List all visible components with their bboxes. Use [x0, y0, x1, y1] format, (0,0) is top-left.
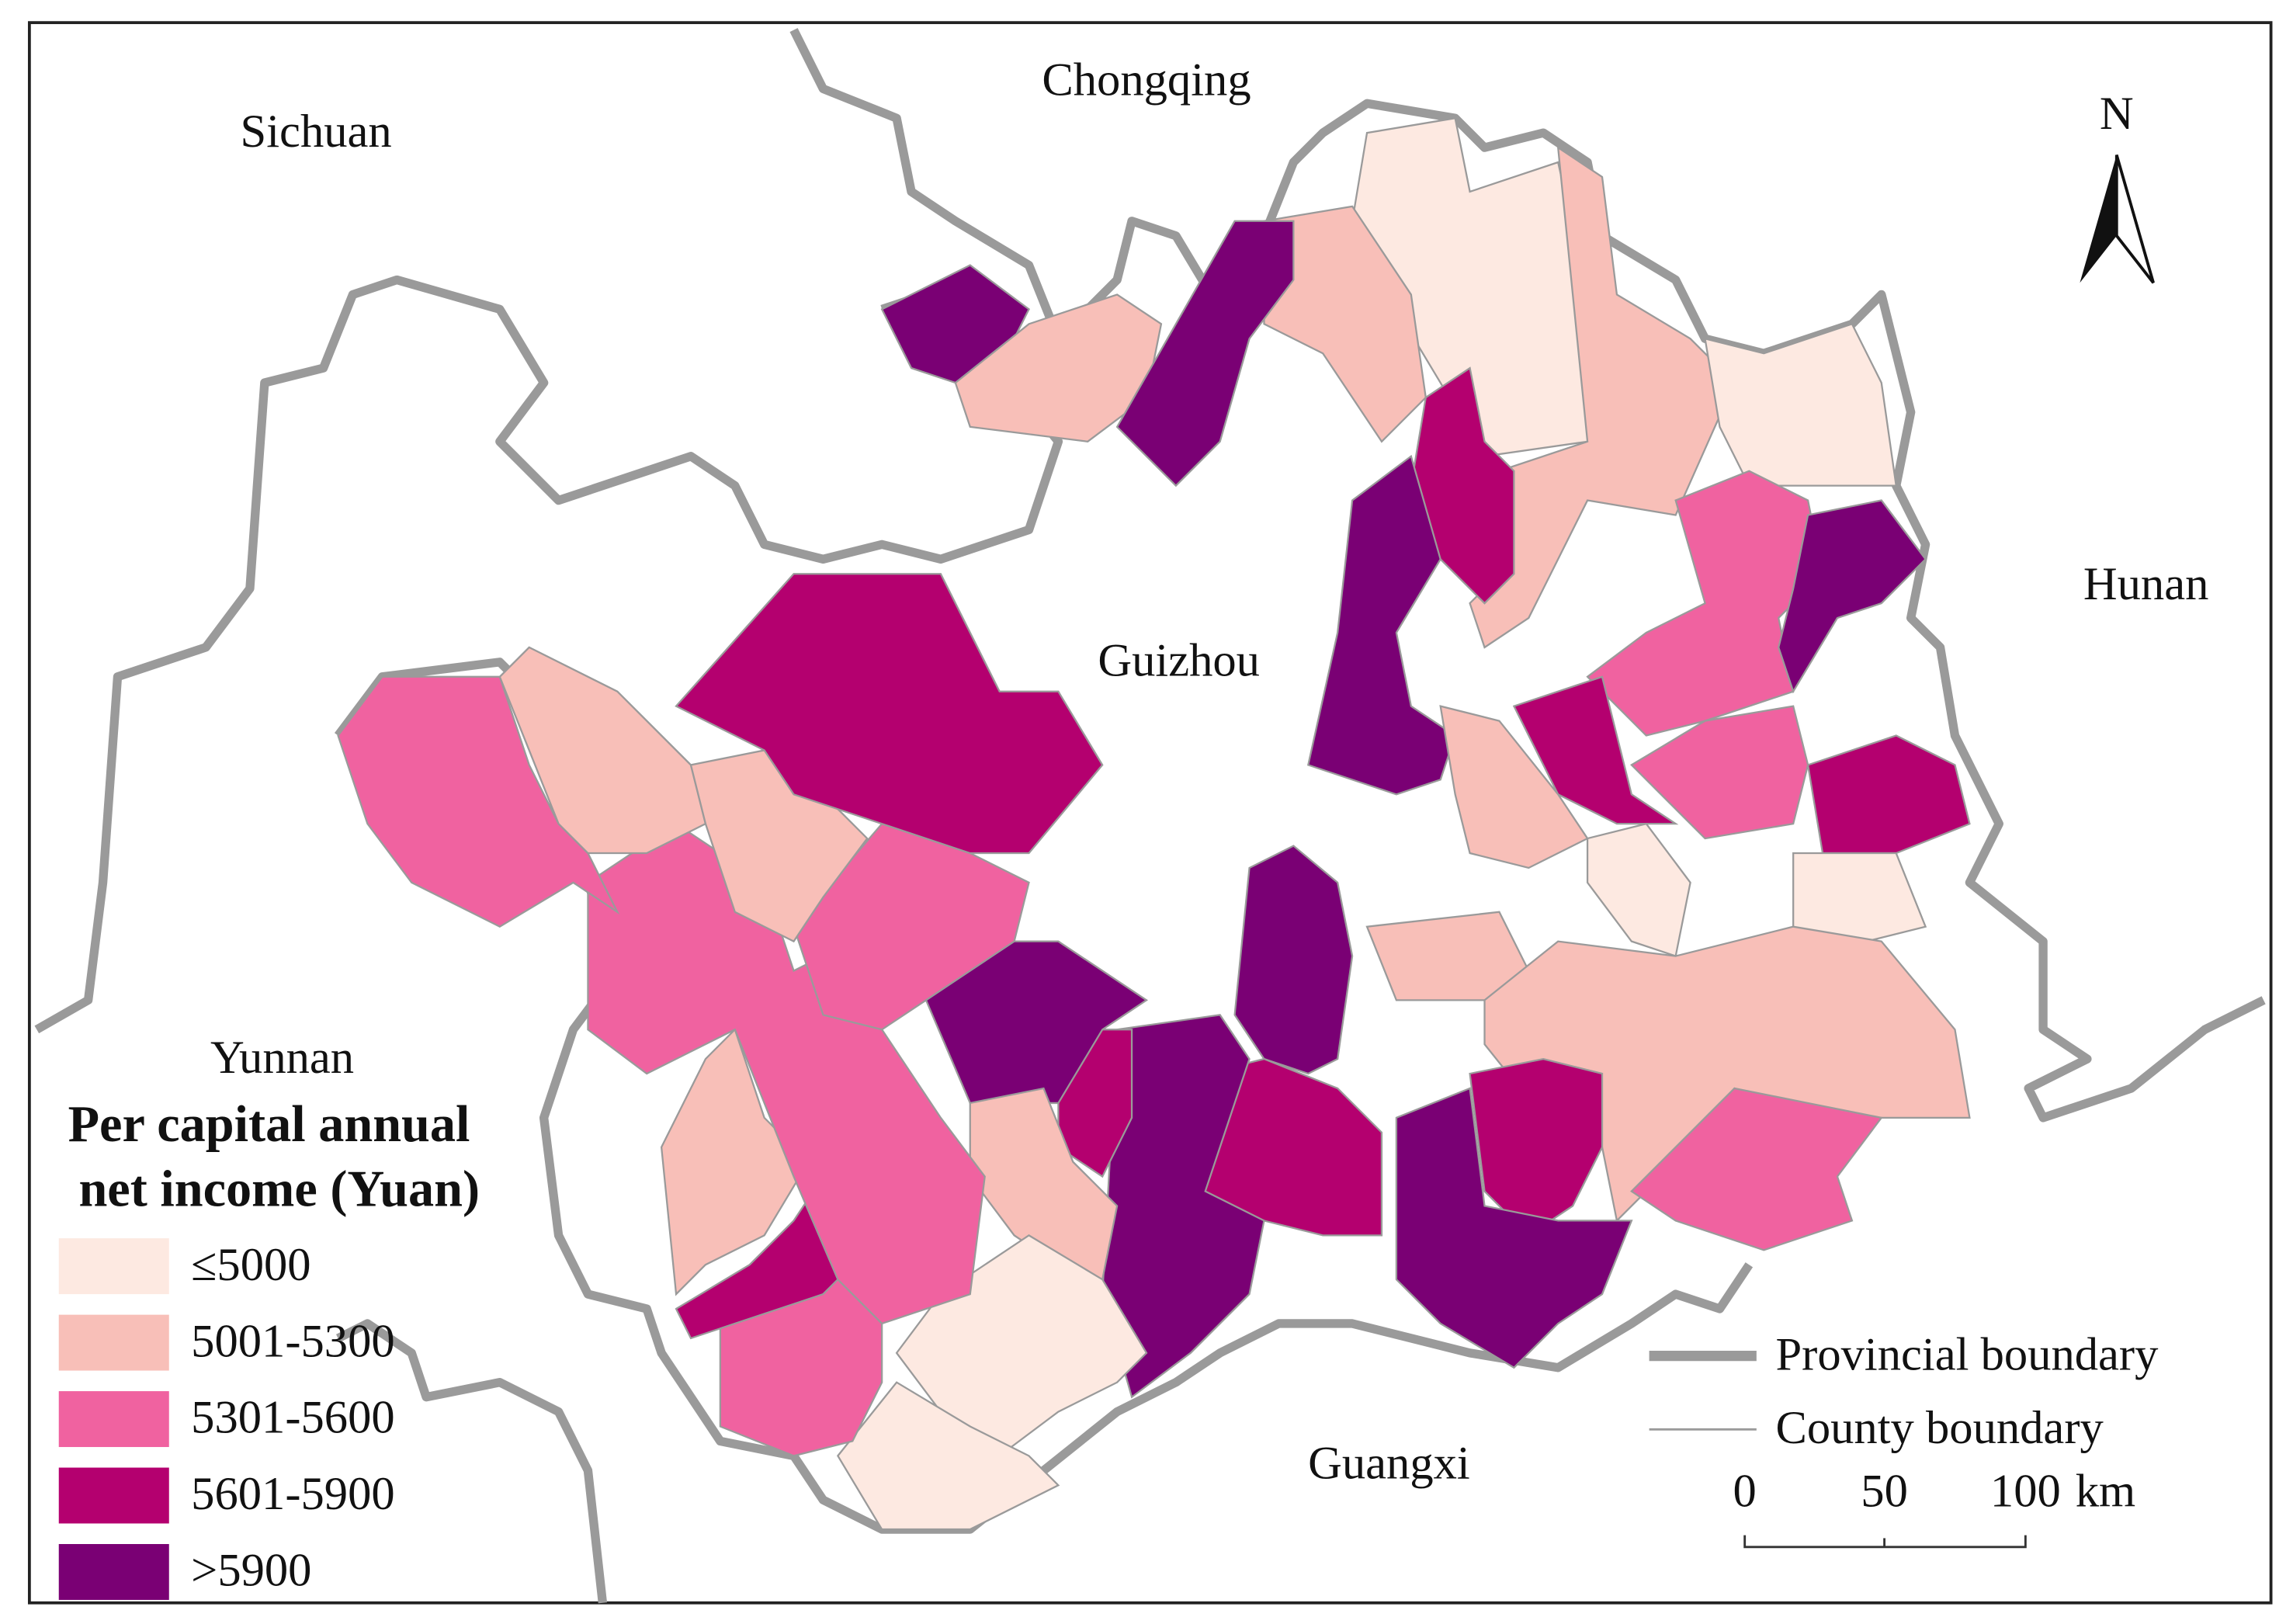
legend-label: 5601-5900 [191, 1468, 395, 1520]
county-region [1263, 205, 1427, 443]
boundary-legend: Provincial boundary County boundary [1649, 1328, 2159, 1454]
county-region [1630, 705, 1809, 840]
legend-swatch [58, 1467, 169, 1524]
legend-title: net income (Yuan) [78, 1161, 480, 1218]
regions [337, 116, 1971, 1531]
legend-label: ≤5000 [191, 1239, 310, 1291]
scale-label: 50 [1861, 1465, 1908, 1517]
county-region [1115, 220, 1295, 488]
county-region [337, 675, 620, 928]
county-region [1778, 499, 1927, 694]
legend-label: 5301-5600 [191, 1392, 395, 1444]
scale-label: 100 [1990, 1465, 2061, 1517]
county-region [498, 646, 707, 855]
county-region [836, 1381, 1060, 1531]
scale-unit: km [2076, 1465, 2135, 1517]
boundary-label: Provincial boundary [1775, 1328, 2159, 1380]
boundary-label: County boundary [1775, 1402, 2104, 1454]
county-region [1469, 1057, 1604, 1237]
legend-title: Per capital annual [68, 1096, 470, 1153]
county-region [1233, 845, 1354, 1075]
legend-swatch [58, 1238, 169, 1295]
legend-swatch [58, 1391, 169, 1448]
legend-swatch [58, 1314, 169, 1371]
legend: Per capital annual net income (Yuan) ≤50… [58, 1096, 480, 1600]
place-label: Guangxi [1308, 1437, 1470, 1489]
place-labels: Sichuan Chongqing Hunan Guizhou Yunnan G… [210, 54, 2208, 1490]
place-label: Chongqing [1042, 54, 1251, 106]
county-region [1395, 1087, 1633, 1369]
county-region [954, 293, 1163, 442]
north-label: N [2100, 88, 2134, 140]
legend-label: >5900 [191, 1545, 311, 1597]
place-label: Guizhou [1098, 635, 1260, 687]
county-region [1704, 322, 1898, 487]
county-region [675, 573, 1104, 855]
place-label: Yunnan [210, 1032, 354, 1084]
place-label: Hunan [2083, 558, 2209, 610]
scale-label: 0 [1733, 1465, 1757, 1517]
legend-swatch [58, 1544, 169, 1600]
county-region [1630, 1087, 1883, 1251]
legend-label: 5001-5300 [191, 1315, 395, 1367]
county-region [1439, 705, 1589, 869]
scale-bar: 0 50 100 km [1733, 1465, 2135, 1549]
county-region [1586, 470, 1824, 737]
place-label: Sichuan [241, 106, 392, 158]
